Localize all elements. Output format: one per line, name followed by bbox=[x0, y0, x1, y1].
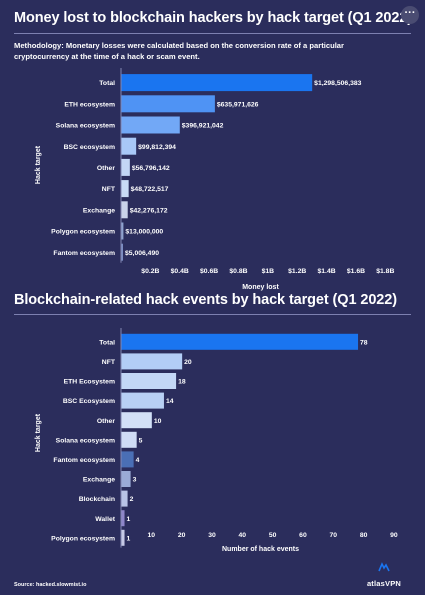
more-options-button[interactable]: ··· bbox=[401, 6, 419, 24]
chart-1-bar-0 bbox=[121, 74, 313, 92]
chart-1-bar-5 bbox=[121, 180, 129, 198]
chart-1-category-label-1: ETH ecosystem bbox=[64, 101, 115, 108]
chart-2-category-label-3: BSC Ecosystem bbox=[63, 398, 115, 405]
chart-2-x-axis-label: Number of hack events bbox=[222, 546, 299, 553]
chart-2-category-label-7: Exchange bbox=[83, 477, 115, 484]
brand-logo: atlasVPN bbox=[358, 562, 410, 591]
chart-2-x-tick-6: 70 bbox=[330, 532, 338, 539]
chart-1-x-tick-5: $1.2B bbox=[288, 268, 306, 275]
chart-2-value-label-8: 2 bbox=[130, 496, 134, 503]
atlasvpn-logo-icon bbox=[378, 562, 390, 572]
chart-1-value-label-1: $635,971,626 bbox=[217, 101, 259, 108]
chart-2-bar-10 bbox=[121, 529, 125, 546]
chart-2-x-tick-3: 40 bbox=[239, 532, 247, 539]
chart-2-x-tick-4: 50 bbox=[269, 532, 277, 539]
chart-2-bar-7 bbox=[121, 471, 131, 487]
chart-1-value-label-8: $5,006,490 bbox=[125, 250, 159, 257]
chart-1-category-label-5: NFT bbox=[102, 186, 116, 193]
chart-2-x-tick-5: 60 bbox=[299, 532, 307, 539]
chart-2-bar-5 bbox=[121, 431, 137, 448]
chart-2-value-label-7: 3 bbox=[133, 477, 137, 484]
chart-1-x-tick-2: $0.6B bbox=[200, 268, 218, 275]
chart-2-value-label-9: 1 bbox=[127, 516, 131, 523]
chart-1-value-label-5: $48,722,517 bbox=[131, 186, 169, 193]
chart-1-bar-4 bbox=[121, 158, 130, 176]
chart-1-x-tick-0: $0.2B bbox=[141, 268, 159, 275]
chart-2-bar-8 bbox=[121, 490, 128, 507]
chart-2-title: Blockchain-related hack events by hack t… bbox=[14, 292, 397, 308]
chart-2-category-label-10: Polygon ecosystem bbox=[51, 535, 115, 542]
chart-1-money-lost: Total $1,298,506,383 ETH ecosystem $635,971… bbox=[35, 68, 394, 291]
chart-2-category-label-9: Wallet bbox=[95, 516, 115, 523]
chart-2-value-label-4: 10 bbox=[154, 418, 162, 425]
chart-2-value-label-0: 78 bbox=[360, 339, 368, 346]
chart-2-category-label-2: ETH Ecosystem bbox=[64, 379, 115, 386]
chart-2-bar-6 bbox=[121, 451, 134, 468]
chart-2-y-axis-label: Hack target bbox=[35, 413, 42, 452]
chart-2-category-label-8: Blockchain bbox=[79, 496, 115, 503]
chart-2-bar-4 bbox=[121, 412, 152, 429]
chart-2-value-label-2: 18 bbox=[178, 379, 186, 386]
chart-1-x-tick-4: $1B bbox=[262, 268, 275, 275]
chart-2-bar-1 bbox=[121, 353, 183, 370]
brand-name: atlasVPN bbox=[366, 579, 402, 588]
chart-2-bar-9 bbox=[121, 510, 125, 527]
chart-1-value-label-3: $99,812,394 bbox=[138, 144, 176, 151]
chart-1-x-tick-8: $1.8B bbox=[376, 268, 394, 275]
chart-2-category-label-5: Solana ecosystem bbox=[56, 437, 115, 444]
title-divider-2 bbox=[14, 314, 411, 315]
chart-2-x-tick-2: 30 bbox=[208, 532, 216, 539]
chart-1-value-label-6: $42,276,172 bbox=[130, 207, 168, 214]
chart-2-x-tick-8: 90 bbox=[390, 532, 398, 539]
chart-2-value-label-10: 1 bbox=[127, 535, 131, 542]
chart-1-category-label-6: Exchange bbox=[83, 207, 115, 214]
chart-1-y-axis-label: Hack target bbox=[35, 145, 42, 184]
chart-2-x-tick-1: 20 bbox=[178, 532, 186, 539]
chart-1-x-tick-7: $1.6B bbox=[347, 268, 365, 275]
chart-1-x-tick-3: $0.8B bbox=[229, 268, 247, 275]
chart-2-bar-2 bbox=[121, 373, 177, 389]
chart-2-value-label-5: 5 bbox=[139, 437, 143, 444]
chart-1-bar-3 bbox=[121, 137, 137, 155]
chart-1-category-label-8: Fantom ecosystem bbox=[53, 250, 115, 257]
chart-1-bar-7 bbox=[121, 222, 124, 240]
chart-1-category-label-4: Other bbox=[97, 165, 115, 172]
chart-2-x-tick-7: 80 bbox=[360, 532, 368, 539]
chart-2-bar-0 bbox=[121, 333, 359, 350]
chart-2-value-label-1: 20 bbox=[184, 359, 192, 366]
chart-1-category-label-7: Polygon ecosystem bbox=[51, 229, 115, 236]
chart-1-value-label-7: $13,000,000 bbox=[125, 229, 163, 236]
chart-2-x-tick-0: 10 bbox=[148, 532, 156, 539]
chart-1-x-tick-1: $0.4B bbox=[171, 268, 189, 275]
chart-1-x-tick-6: $1.4B bbox=[318, 268, 336, 275]
chart-1-bar-6 bbox=[121, 201, 128, 219]
chart-2-category-label-6: Fantom ecosystem bbox=[53, 457, 115, 464]
chart-2-value-label-3: 14 bbox=[166, 398, 174, 405]
chart-1-title: Money lost to blockchain hackers by hack… bbox=[14, 10, 413, 26]
chart-1-bar-1 bbox=[121, 95, 215, 113]
chart-2-category-label-1: NFT bbox=[102, 359, 116, 366]
chart-2-category-label-0: Total bbox=[99, 339, 115, 346]
source-note: Source: hacked.slowmist.io bbox=[14, 582, 87, 588]
chart-1-category-label-0: Total bbox=[99, 80, 115, 87]
chart-1-bar-8 bbox=[121, 243, 123, 261]
chart-1-bar-2 bbox=[121, 116, 180, 134]
title-divider-1 bbox=[14, 33, 411, 34]
chart-1-x-axis-label: Money lost bbox=[242, 284, 279, 291]
chart-2-category-label-4: Other bbox=[97, 418, 115, 425]
chart-2-value-label-6: 4 bbox=[136, 457, 140, 464]
chart-1-category-label-3: BSC ecosystem bbox=[64, 144, 115, 151]
chart-1-value-label-4: $56,796,142 bbox=[132, 165, 170, 172]
chart-1-value-label-2: $396,921,042 bbox=[182, 123, 224, 130]
chart-1-value-label-0: $1,298,506,383 bbox=[314, 80, 361, 87]
methodology-note: Methodology: Monetary losses were calcul… bbox=[14, 41, 344, 61]
chart-1-category-label-2: Solana ecosystem bbox=[56, 123, 115, 130]
chart-2-bar-3 bbox=[121, 392, 164, 409]
